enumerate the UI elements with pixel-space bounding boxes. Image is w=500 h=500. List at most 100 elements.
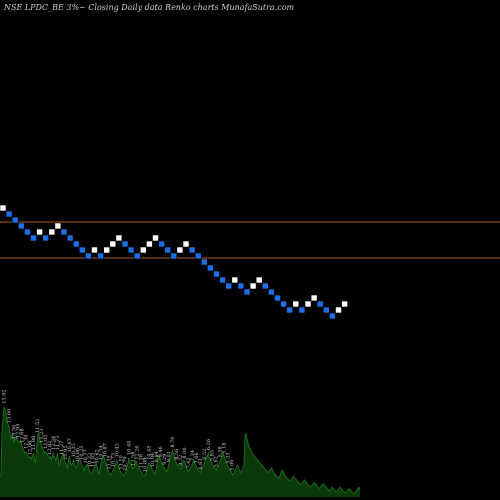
renko-brick-up <box>54 222 62 230</box>
renko-brick-down <box>30 234 37 242</box>
volume-value-label: 8.76 <box>170 436 176 447</box>
volume-value-label: 5.38 <box>218 446 224 457</box>
renko-brick-down <box>274 294 281 302</box>
volume-value-label: 13.36 <box>11 425 17 439</box>
renko-brick-down <box>316 300 324 308</box>
renko-brick-down <box>97 252 104 260</box>
volume-value-label: 5.85 <box>210 450 216 461</box>
volume-value-label: 12.68 <box>19 428 25 442</box>
renko-brick-down <box>158 240 165 248</box>
volume-value-label: 11.73 <box>55 436 61 450</box>
volume-value-label: 11.52 <box>35 419 41 433</box>
renko-brick-up <box>152 234 159 242</box>
volume-value-label: 10.35 <box>71 443 77 457</box>
volume-panel: 13.92 13.60 13.3612.9312.6812.3012.0611.88… <box>0 389 361 497</box>
renko-brick-down <box>261 282 269 290</box>
volume-value-label: 9.29 <box>162 454 168 465</box>
volume-value-label: 10.73 <box>111 453 117 467</box>
renko-brick-down <box>121 240 129 248</box>
volume-value-label: 10.45 <box>115 443 121 457</box>
renko-brick-down <box>17 222 25 230</box>
renko-brick-up <box>109 240 117 248</box>
volume-value-label: 12.30 <box>23 435 29 449</box>
renko-brick-up <box>48 228 56 236</box>
renko-brick-down <box>133 252 141 260</box>
volume-value-label: 10.79 <box>123 456 129 470</box>
volume-value-label: 10.04 <box>150 453 156 467</box>
renko-brick-down <box>280 300 287 308</box>
volume-value-label: 8.32 <box>178 455 184 466</box>
renko-brick-down <box>286 306 294 314</box>
renko-brick-down <box>66 234 74 242</box>
volume-value-label: 12.82 <box>47 441 53 455</box>
renko-brick-down <box>188 246 196 254</box>
volume-value-label: 10.33 <box>87 453 93 467</box>
volume-value-label: 12.93 <box>15 424 21 438</box>
renko-brick-down <box>79 246 86 254</box>
renko-brick-down <box>127 246 135 254</box>
volume-value-label: 10.25 <box>79 445 85 459</box>
renko-brick-down <box>85 252 92 260</box>
volume-value-label: 10.06 <box>75 448 81 462</box>
renko-brick-up <box>103 246 110 254</box>
renko-brick-down <box>243 288 251 296</box>
renko-brick-up <box>115 234 123 242</box>
renko-brick-down <box>237 282 245 290</box>
volume-value-label: 11.23 <box>39 428 45 442</box>
renko-brick-down <box>213 270 220 278</box>
volume-value-label: 5.18 <box>222 443 228 454</box>
volume-value-label: 12.34 <box>51 436 57 450</box>
volume-value-label: 10.48 <box>126 441 132 455</box>
volume-value-label: 10.77 <box>83 449 89 463</box>
renko-brick-down <box>201 258 208 266</box>
volume-value-label: 11.88 <box>31 436 37 450</box>
volume-value-label: 7.62 <box>186 457 192 468</box>
renko-brick-up <box>255 276 263 284</box>
renko-brick-down <box>219 276 226 284</box>
volume-value-label: 11.35 <box>107 455 113 469</box>
volume-value-label: 10.67 <box>67 438 73 452</box>
renko-brick-up <box>0 204 7 212</box>
volume-value-label: 10.45 <box>146 445 152 459</box>
volume-value-label: 11.05 <box>43 435 49 449</box>
renko-brick-up <box>231 276 239 284</box>
renko-brick-down <box>60 228 68 236</box>
volume-value-label: 13.60 <box>6 409 12 423</box>
volume-value-label: 10.95 <box>63 445 69 459</box>
renko-brick-up <box>91 246 98 254</box>
volume-value-label: 13.92 <box>2 389 8 403</box>
volume-value-label: 10.88 <box>142 458 148 472</box>
chart-title: NSE LPDC_BE 3%~ Closing Daily data Renko… <box>4 3 295 12</box>
renko-brick-down <box>194 252 202 260</box>
renko-brick-up <box>182 240 190 248</box>
volume-value-label: 6.26 <box>206 439 212 450</box>
renko-brick-up <box>335 306 342 314</box>
renko-brick-down <box>298 306 306 314</box>
volume-area <box>0 406 360 497</box>
volume-value-label: 5.09 <box>230 460 236 471</box>
renko-brick-down <box>164 246 171 254</box>
renko-brick-up <box>176 246 184 254</box>
volume-value-label: 11.03 <box>91 453 97 467</box>
volume-value-label: 6.83 <box>198 458 204 469</box>
renko-brick-up <box>310 294 318 302</box>
volume-line <box>0 406 361 494</box>
renko-brick-down <box>24 228 31 236</box>
renko-brick-down <box>268 288 275 296</box>
renko-brick-up <box>341 300 348 308</box>
volume-value-label: 12.26 <box>134 445 140 459</box>
volume-value-label: 6.52 <box>202 449 208 460</box>
renko-brick-up <box>249 282 257 290</box>
renko-bricks <box>0 204 348 320</box>
volume-value-label: 9.01 <box>166 451 172 462</box>
renko-brick-down <box>225 282 232 290</box>
renko-brick-down <box>11 216 19 224</box>
volume-value-label: 10.87 <box>103 443 109 457</box>
volume-value-label: 5.62 <box>214 456 220 467</box>
volume-value-label: 10.62 <box>95 449 101 463</box>
renko-brick-down <box>322 306 330 314</box>
volume-value-label: 5.33 <box>226 452 232 463</box>
renko-brick-up <box>292 300 300 308</box>
